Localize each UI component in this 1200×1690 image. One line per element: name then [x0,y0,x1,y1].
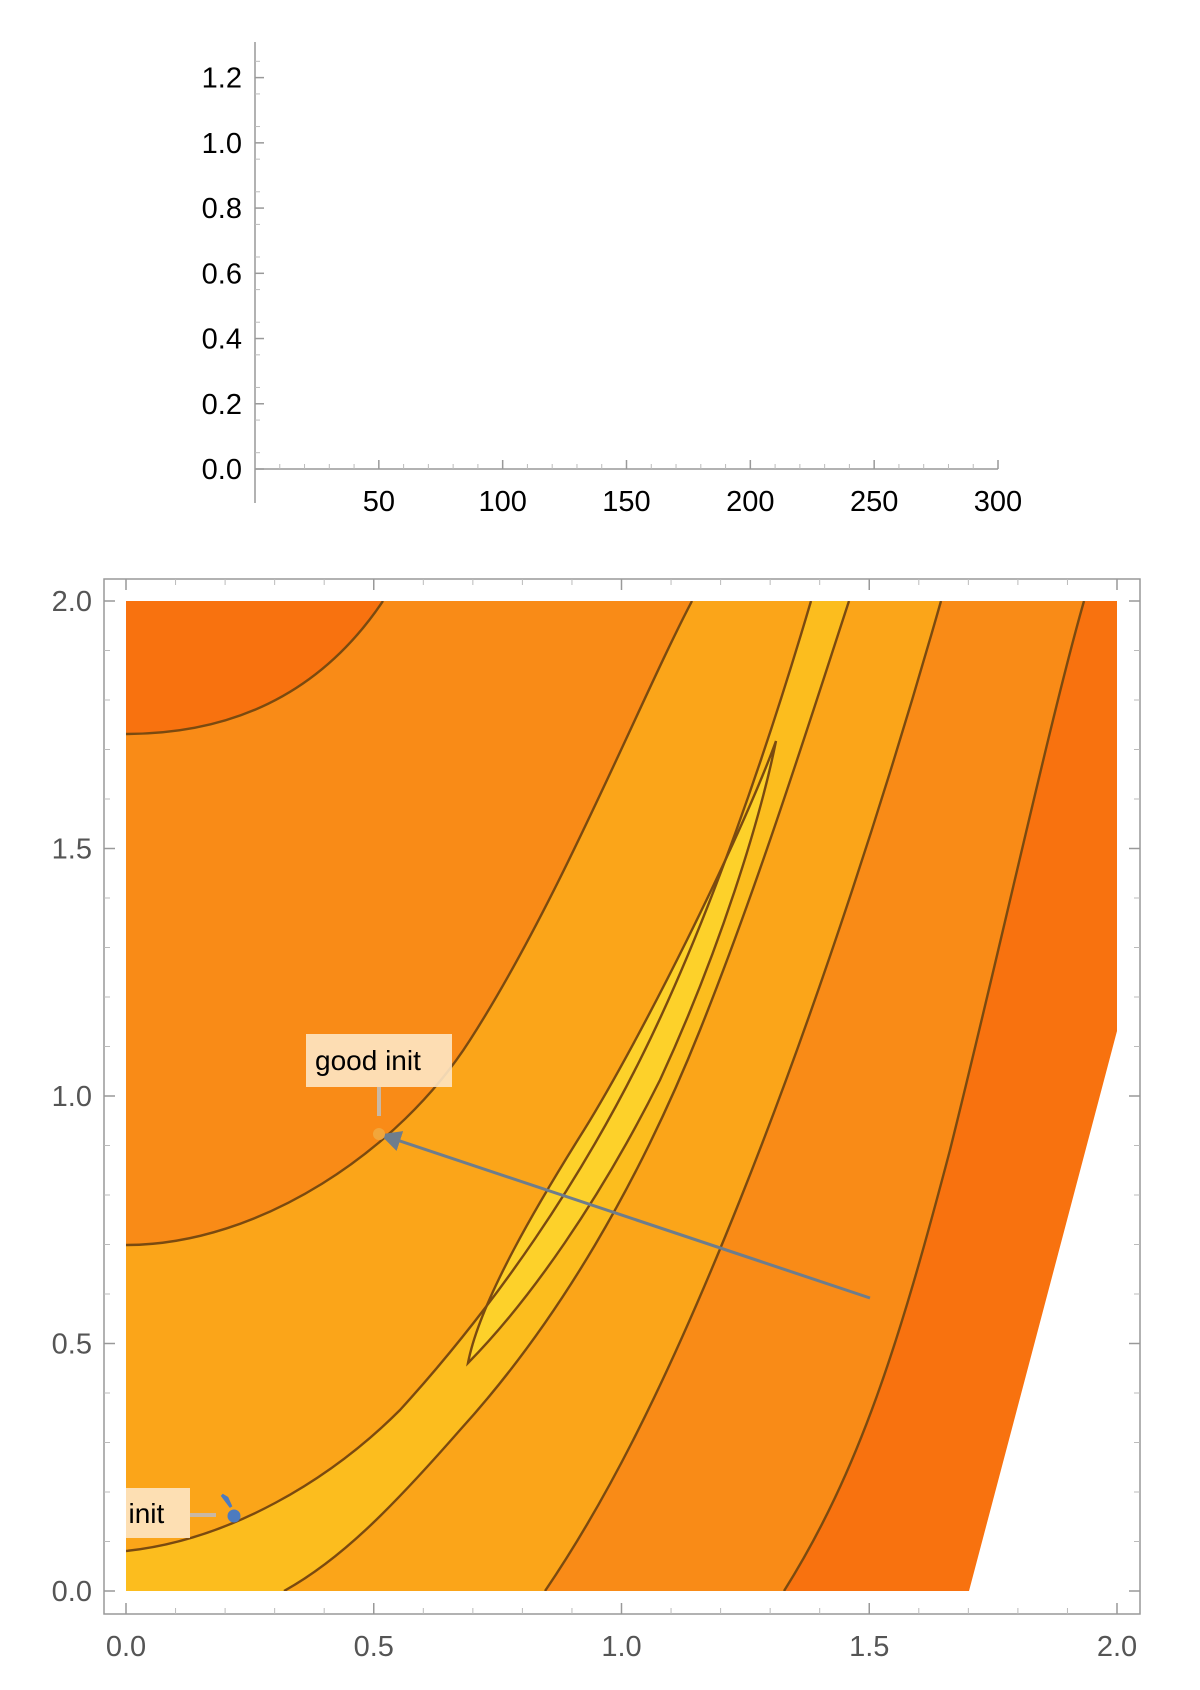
top-y-axis: 0.0 0.2 0.4 0.6 0.8 1.0 1.2 [202,42,264,503]
top-y-tick-label: 0.0 [202,454,242,486]
contour-line-5 [544,601,943,1591]
top-x-tick-label: 200 [726,486,774,518]
contour-line-inner [466,740,778,1367]
contour-line-1 [126,601,384,736]
bad-init-point [227,1509,241,1523]
bad-init-marker-tick [220,1493,233,1508]
bottom-y-axis: 0.0 0.5 1.0 1.5 2.0 [52,586,1140,1608]
top-y-tick-label: 0.8 [202,193,242,225]
trajectory-arrow [380,1131,871,1300]
top-x-axis: 50 100 150 200 250 300 [255,460,1022,518]
good-init-annotation: good init [306,1034,452,1140]
bottom-y-tick-label: 1.5 [52,834,92,866]
bottom-x-tick-label: 1.0 [601,1631,641,1663]
top-line-plot: 0.0 0.2 0.4 0.6 0.8 1.0 1.2 50 100 150 200 250 300 [202,42,1022,518]
bottom-x-tick-label: 0.5 [354,1631,394,1663]
contour-level-light [126,601,849,1591]
contour-regions [126,601,1117,1591]
good-init-point [373,1128,385,1140]
top-x-tick-label: 250 [850,486,898,518]
bad-init-annotation: bad init [74,1488,241,1538]
bottom-x-axis: 0.0 0.5 1.0 1.5 2.0 [106,579,1137,1663]
top-y-tick-label: 1.2 [202,63,242,95]
bottom-y-tick-label: 1.0 [52,1081,92,1113]
top-x-tick-label: 300 [974,486,1022,518]
contour-line-2 [126,601,694,1247]
good-init-label: good init [315,1045,421,1076]
top-y-tick-label: 0.2 [202,389,242,421]
contour-level-lightest [468,741,776,1363]
top-y-tick-label: 1.0 [202,128,242,160]
top-y-tick-label: 0.6 [202,258,242,290]
top-y-tick-label: 0.4 [202,324,242,356]
bottom-x-tick-label: 0.0 [106,1631,146,1663]
contour-line-4 [283,601,851,1591]
top-x-tick-label: 50 [363,486,395,518]
top-x-tick-label: 150 [602,486,650,518]
bottom-x-tick-label: 1.5 [849,1631,889,1663]
contour-plot: 0.0 0.5 1.0 1.5 2.0 0.0 0.5 1.0 1.5 2.0 good ini… [52,578,1141,1663]
good-init-label-box [306,1034,452,1087]
bottom-y-tick-label: 2.0 [52,586,92,618]
top-x-tick-label: 100 [478,486,526,518]
contour-line-6 [782,601,1086,1591]
bottom-x-tick-label: 2.0 [1097,1631,1137,1663]
bottom-y-tick-label: 0.5 [52,1329,92,1361]
bottom-y-tick-label: 0.0 [52,1576,92,1608]
bad-init-label-box [126,1488,190,1538]
bad-init-label: bad init [74,1498,165,1529]
